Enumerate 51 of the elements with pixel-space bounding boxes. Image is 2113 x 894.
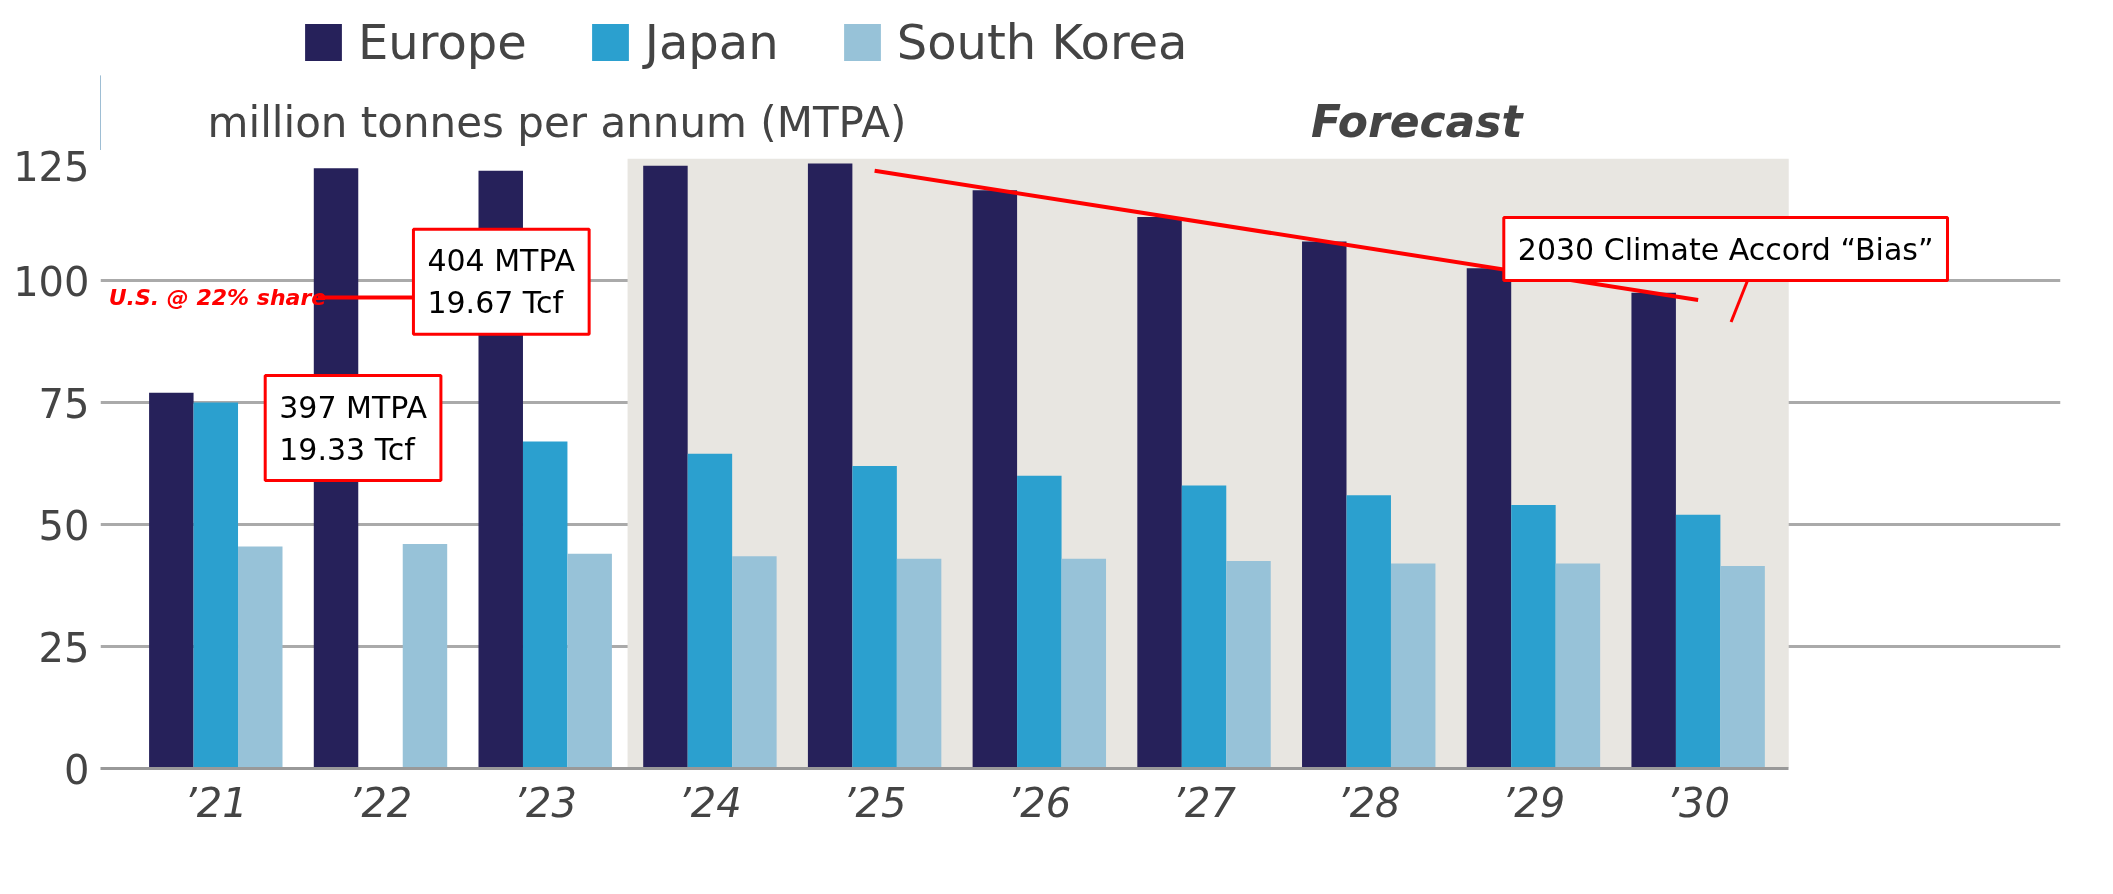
bar [1302, 241, 1347, 769]
bar [807, 163, 853, 769]
x-tick-label: ’23 [513, 779, 578, 826]
bar [896, 558, 942, 769]
bar [193, 402, 239, 769]
x-tick-label: ’27 [1172, 779, 1237, 826]
bar [1631, 292, 1676, 769]
bar [567, 553, 612, 769]
band-label: Forecast [1311, 95, 1525, 147]
legend-label: South Korea [896, 14, 1188, 70]
bar [1061, 558, 1107, 769]
y-tick-label: 125 [13, 143, 90, 190]
bar [852, 465, 897, 769]
legend-label: Europe [358, 14, 527, 70]
y-tick-label: 75 [38, 380, 90, 427]
bar [1226, 561, 1271, 769]
bar [1181, 485, 1227, 769]
bar [1466, 268, 1512, 769]
text: million tonnes per annum (MTPA) [207, 97, 907, 147]
x-tick-label: ’24 [678, 779, 742, 826]
bar [238, 546, 283, 769]
bar [972, 190, 1018, 769]
bar [1346, 495, 1391, 769]
x-tick-label: ’22 [348, 779, 413, 826]
bar [1675, 514, 1721, 769]
x-tick-label: ’30 [1666, 779, 1730, 826]
legend-label: Japan [644, 14, 779, 70]
annotation: 2030 Climate Accord “Bias” [1517, 231, 1934, 267]
bar [732, 556, 777, 769]
bar [1390, 563, 1436, 769]
x-tick-label: ’26 [1007, 779, 1072, 826]
bar [1511, 504, 1556, 769]
bar [402, 544, 448, 769]
x-tick-label: ’25 [842, 779, 907, 826]
bar [643, 165, 688, 769]
y-tick-label: 50 [38, 502, 90, 549]
y-tick-label: 25 [38, 624, 90, 671]
bar [1555, 563, 1601, 769]
annotation: 404 MTPA 19.67 Tcf [427, 243, 576, 321]
annotation: 397 MTPA 19.33 Tcf [279, 389, 428, 467]
x-tick-label: ’28 [1336, 779, 1401, 826]
bar [149, 392, 194, 769]
bar [687, 453, 733, 769]
y-tick-label: 0 [64, 746, 90, 793]
x-tick-label: ’21 [183, 779, 248, 826]
bar [1137, 217, 1182, 769]
bar [1017, 475, 1062, 769]
y-tick-label: 100 [13, 258, 90, 305]
bar [522, 441, 568, 769]
x-tick-label: ’29 [1501, 779, 1566, 826]
bar [1720, 565, 1765, 769]
